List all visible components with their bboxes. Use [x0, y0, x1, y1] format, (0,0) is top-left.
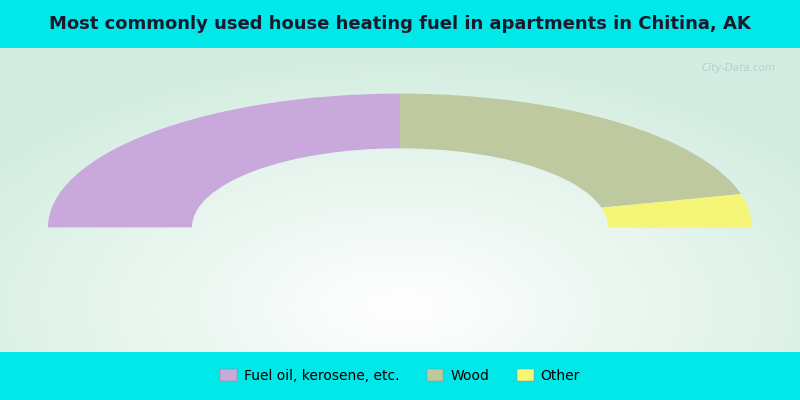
- Wedge shape: [602, 194, 752, 227]
- Wedge shape: [400, 94, 741, 208]
- Text: Most commonly used house heating fuel in apartments in Chitina, AK: Most commonly used house heating fuel in…: [49, 15, 751, 33]
- Legend: Fuel oil, kerosene, etc., Wood, Other: Fuel oil, kerosene, etc., Wood, Other: [214, 364, 586, 388]
- Wedge shape: [48, 94, 400, 227]
- Text: City-Data.com: City-Data.com: [702, 63, 776, 73]
